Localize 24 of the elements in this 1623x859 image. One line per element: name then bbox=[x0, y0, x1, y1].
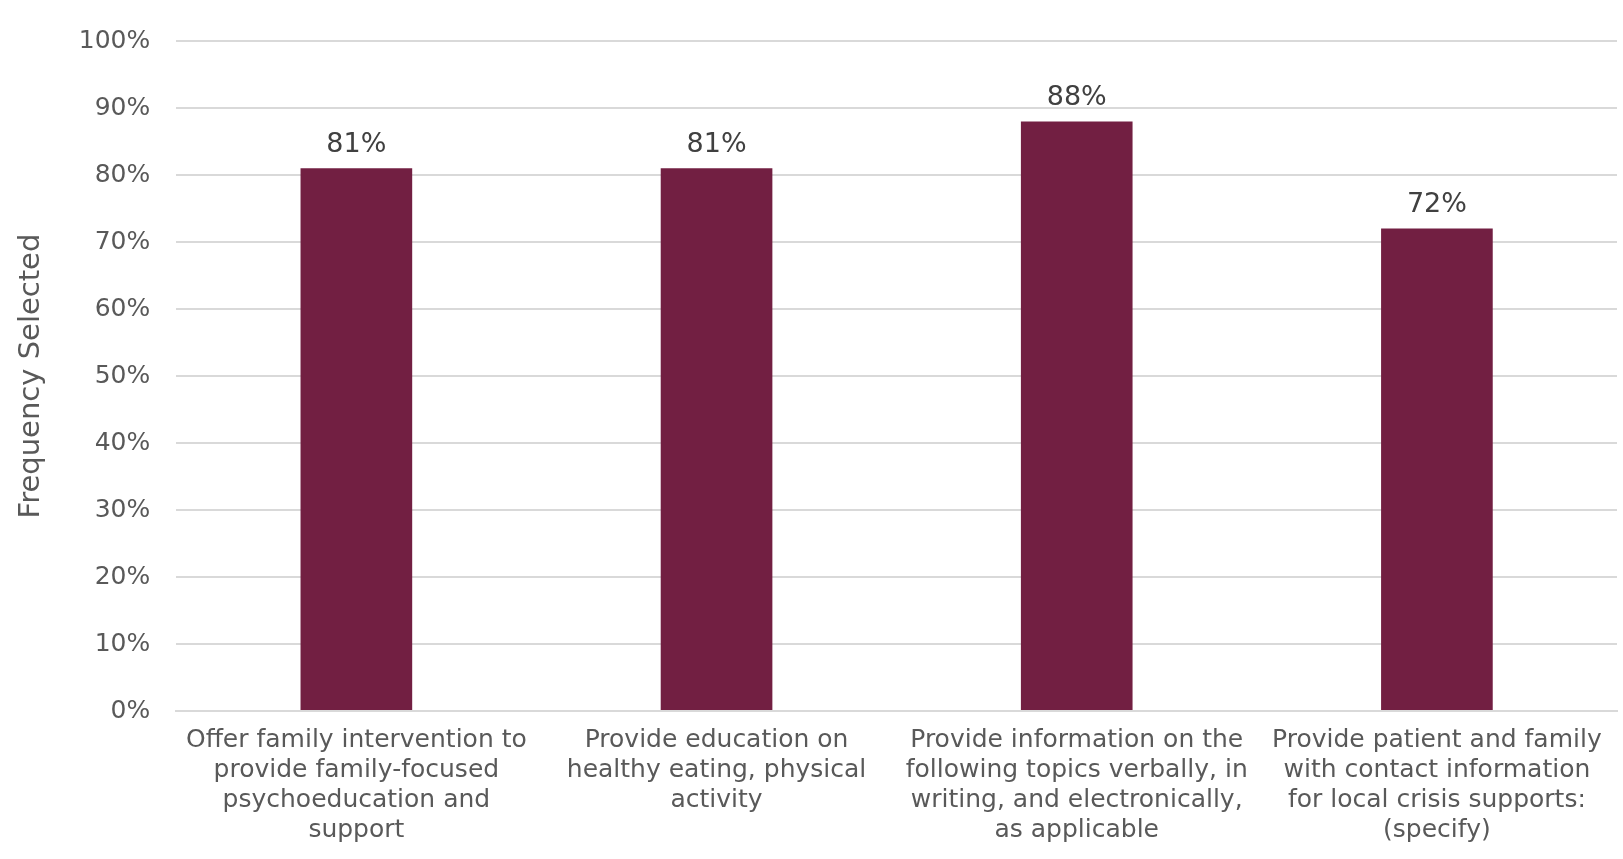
x-tick-label: Offer family intervention to provide family-focused psychoeducation and support bbox=[185, 723, 527, 843]
y-tick-label: 0% bbox=[110, 694, 151, 724]
bar bbox=[300, 168, 413, 710]
y-tick-label: 10% bbox=[94, 627, 151, 657]
x-tick-label: Provide patient and family with contact information for local crisis supports: (specify) bbox=[1272, 723, 1602, 843]
x-tick-label: Provide education on healthy eating, physical activity bbox=[566, 723, 867, 813]
data-label: 72% bbox=[1406, 187, 1467, 219]
y-tick-label: 40% bbox=[94, 426, 151, 456]
y-tick-label: 80% bbox=[94, 158, 151, 188]
bar bbox=[1020, 121, 1133, 710]
x-tick-label: Provide information on the following topics verbally, in writing, and electronically, as applicable bbox=[905, 723, 1248, 843]
y-tick-label: 50% bbox=[94, 359, 151, 389]
y-tick-label: 100% bbox=[78, 24, 151, 54]
y-tick-label: 30% bbox=[94, 493, 151, 523]
y-tick-label: 90% bbox=[94, 91, 151, 121]
y-tick-label: 70% bbox=[94, 225, 151, 255]
y-axis-title: Frequency Selected bbox=[11, 233, 46, 519]
data-label: 88% bbox=[1046, 79, 1107, 111]
bar bbox=[1381, 228, 1493, 710]
bar bbox=[660, 168, 773, 710]
data-label: 81% bbox=[686, 126, 747, 158]
y-tick-label: 60% bbox=[94, 292, 151, 322]
y-tick-label: 20% bbox=[94, 560, 151, 590]
data-label: 81% bbox=[326, 126, 387, 158]
